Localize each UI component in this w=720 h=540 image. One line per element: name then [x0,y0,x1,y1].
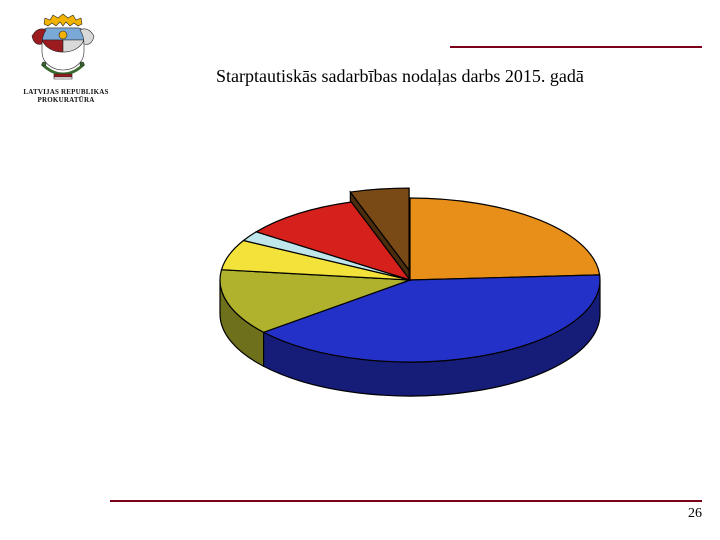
header-rule [450,46,702,48]
page-number: 26 [688,506,702,522]
coat-of-arms-logo [18,8,108,80]
slide-title: Starptautiskās sadarbības nodaļas darbs … [216,66,584,87]
pie-chart-3d [130,130,690,445]
pie-slice-orange [410,198,600,280]
organization-name: LATVIJAS REPUBLIKAS PROKURATŪRA [12,88,120,104]
slide: LATVIJAS REPUBLIKAS PROKURATŪRA Starptau… [0,0,720,540]
footer-rule [110,500,702,502]
